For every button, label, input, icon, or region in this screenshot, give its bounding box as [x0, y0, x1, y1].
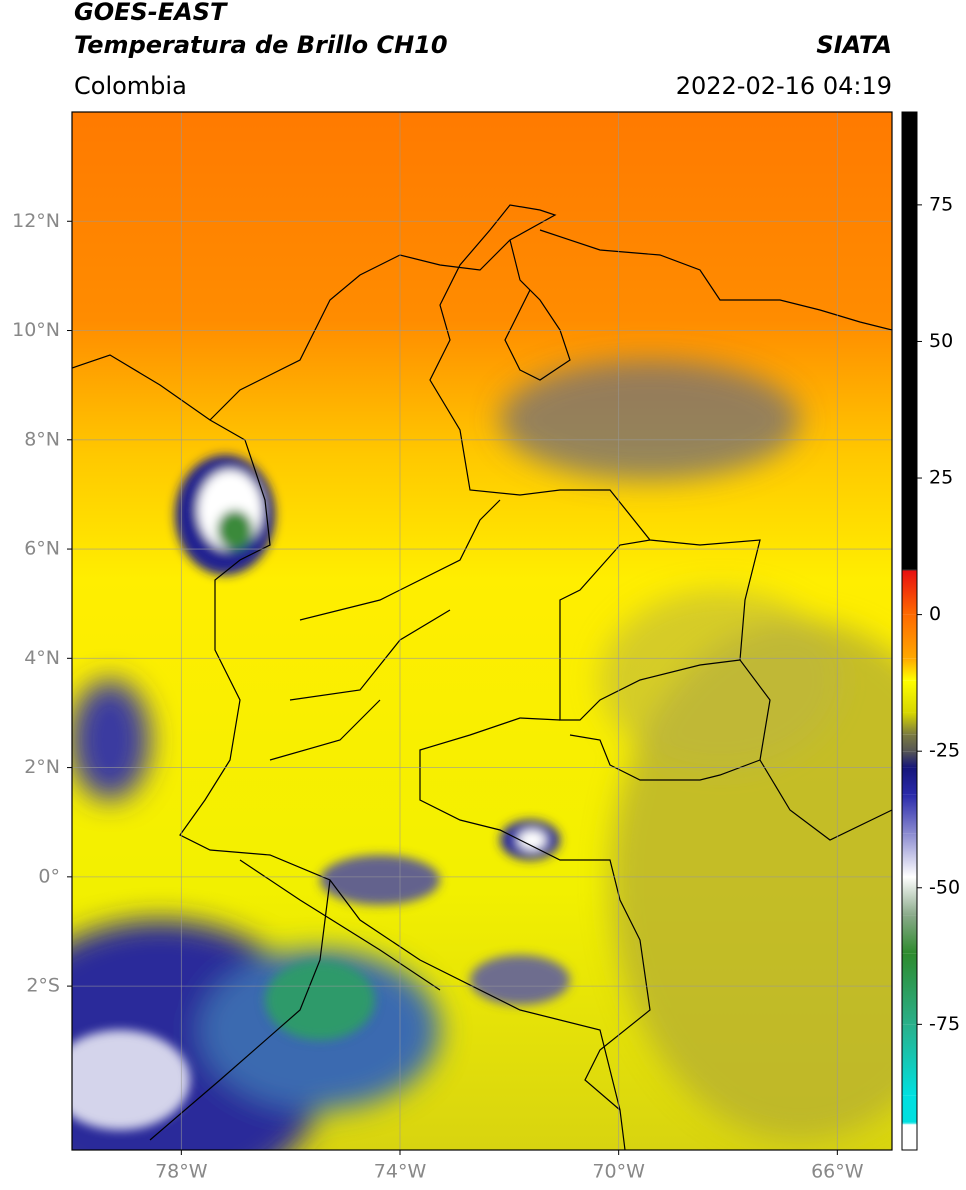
colorbar-segment: [902, 1122, 917, 1125]
y-tick-label: 6°N: [24, 538, 60, 560]
x-tick-label: 66°W: [811, 1161, 864, 1183]
colorbar-tick-label: 0: [929, 603, 941, 625]
colorbar-tick-label: -50: [929, 876, 960, 898]
colorbar-tick-label: 75: [929, 193, 953, 215]
colorbar-segment: [902, 953, 917, 1025]
colorbar-frame: [901, 111, 918, 1151]
y-tick-label: 8°N: [24, 428, 60, 450]
subtitle: Temperatura de Brillo CH10: [74, 31, 448, 59]
satellite-image: [72, 112, 892, 1150]
x-tick-label: 78°W: [155, 1161, 208, 1183]
source: SIATA: [816, 31, 892, 59]
y-tick-label: 2°N: [24, 756, 60, 778]
colorbar-segment: [902, 658, 917, 681]
map-frame: [71, 111, 893, 1151]
x-tick-label: 74°W: [374, 1161, 427, 1183]
y-tick-label: 10°N: [12, 319, 60, 341]
colorbar-segment: [902, 614, 917, 659]
colorbar-segment: [902, 112, 917, 570]
colorbar-segment: [902, 569, 917, 571]
colorbar-segment: [902, 876, 917, 916]
colorbar-segment: [902, 751, 917, 768]
y-tick-label: 12°N: [12, 210, 60, 232]
colorbar-tick-label: -25: [929, 740, 960, 762]
colorbar-segment: [902, 794, 917, 834]
grid: [67, 112, 892, 1155]
title: GOES-EAST: [74, 0, 228, 26]
colorbar-segment: [902, 767, 917, 795]
colorbar: 75 50 25 0 -25 -50 -75: [901, 111, 960, 1151]
colorbar-tick-label: -75: [929, 1013, 960, 1035]
y-tick-label: 4°N: [24, 647, 60, 669]
colorbar-segment: [902, 570, 917, 615]
colorbar-tick-label: 25: [929, 467, 953, 489]
borders: [72, 204, 892, 1150]
colorbar-segment: [902, 1095, 917, 1123]
colorbar-segment: [902, 915, 917, 954]
colorbar-segment: [902, 680, 917, 713]
colorbar-segment: [902, 734, 917, 752]
timestamp: 2022-02-16 04:19: [676, 72, 892, 100]
region: Colombia: [74, 72, 187, 100]
colorbar-segment: [902, 833, 917, 877]
y-tick-label: 0°: [38, 865, 60, 887]
colorbar-segment: [902, 1124, 917, 1150]
colorbar-segment: [902, 712, 917, 735]
y-tick-label: 2°S: [26, 975, 60, 997]
colorbar-tick-label: 50: [929, 330, 953, 352]
colorbar-segment: [902, 1024, 917, 1096]
x-tick-label: 70°W: [592, 1161, 645, 1183]
